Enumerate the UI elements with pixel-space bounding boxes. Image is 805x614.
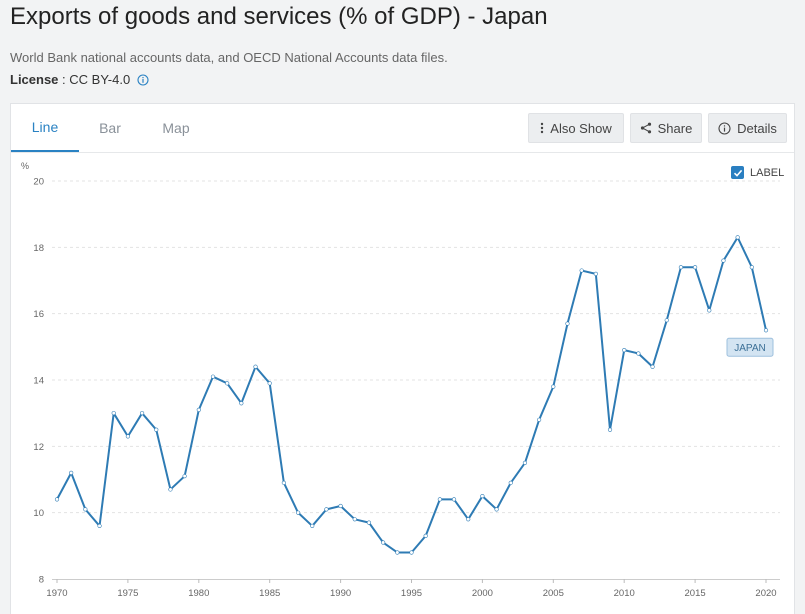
y-tick-label: 8 bbox=[39, 575, 44, 586]
y-tick-label: 20 bbox=[33, 177, 44, 188]
data-point bbox=[253, 364, 258, 369]
x-tick-label: 1990 bbox=[330, 588, 351, 599]
data-point bbox=[83, 507, 88, 512]
series-label: JAPAN bbox=[734, 343, 766, 354]
share-icon bbox=[640, 122, 651, 134]
data-point bbox=[551, 384, 556, 389]
y-tick-label: 12 bbox=[33, 442, 44, 453]
x-tick-label: 2015 bbox=[685, 588, 706, 599]
data-point bbox=[139, 411, 145, 416]
data-point bbox=[664, 318, 669, 323]
data-point bbox=[622, 348, 627, 353]
data-point bbox=[168, 487, 173, 492]
data-point bbox=[366, 520, 372, 525]
x-tick-label: 2005 bbox=[543, 588, 564, 599]
data-point bbox=[352, 517, 357, 522]
data-point bbox=[423, 533, 428, 538]
license-label: License bbox=[10, 72, 59, 87]
x-tick-label: 1980 bbox=[188, 588, 209, 599]
data-point bbox=[69, 470, 74, 475]
y-tick-label: 18 bbox=[33, 243, 44, 254]
label-toggle[interactable]: LABEL bbox=[731, 166, 784, 179]
data-point bbox=[210, 374, 216, 379]
label-toggle-text: LABEL bbox=[750, 166, 785, 179]
data-point bbox=[607, 427, 613, 432]
y-tick-label: 10 bbox=[33, 508, 44, 519]
series-label-box bbox=[726, 337, 774, 357]
data-point bbox=[466, 517, 471, 522]
data-point bbox=[707, 308, 712, 313]
data-point bbox=[636, 351, 641, 356]
chart-card: Line Bar Map Also Show Share Details bbox=[10, 103, 795, 614]
x-tick-label: 1995 bbox=[401, 588, 422, 599]
y-tick-label: 16 bbox=[33, 309, 44, 320]
data-point bbox=[494, 507, 499, 512]
data-point bbox=[565, 321, 570, 326]
data-point bbox=[97, 523, 102, 529]
x-tick-label: 1975 bbox=[117, 588, 138, 599]
data-point bbox=[522, 460, 528, 466]
data-point bbox=[763, 328, 769, 333]
x-tick-label: 2010 bbox=[614, 588, 635, 599]
source-note: World Bank national accounts data, and O… bbox=[10, 50, 448, 65]
info-icon[interactable] bbox=[137, 73, 149, 86]
data-point bbox=[239, 401, 244, 406]
data-point bbox=[480, 493, 485, 499]
data-point bbox=[338, 503, 343, 509]
y-tick-label: 14 bbox=[33, 376, 44, 387]
data-point bbox=[437, 497, 442, 502]
share-label: Share bbox=[657, 120, 693, 136]
data-point bbox=[295, 510, 301, 515]
data-point bbox=[54, 497, 60, 502]
data-point bbox=[537, 417, 542, 422]
more-vertical-icon bbox=[541, 122, 544, 134]
data-point bbox=[395, 550, 400, 555]
data-point bbox=[111, 411, 116, 416]
license-separator: : bbox=[58, 72, 70, 87]
license-value: CC BY-4.0 bbox=[69, 72, 131, 87]
data-point bbox=[267, 381, 272, 386]
x-tick-label: 1985 bbox=[259, 588, 280, 599]
data-point bbox=[196, 407, 201, 412]
info-circle-icon bbox=[718, 121, 731, 135]
label-checkbox[interactable] bbox=[731, 166, 744, 179]
data-point bbox=[125, 434, 130, 439]
data-point bbox=[451, 497, 457, 502]
data-point bbox=[310, 523, 315, 529]
data-point bbox=[692, 265, 698, 270]
also-show-button[interactable]: Also Show bbox=[528, 113, 624, 143]
data-point bbox=[749, 265, 754, 270]
x-tick-label: 2000 bbox=[472, 588, 493, 599]
check-icon bbox=[733, 169, 742, 177]
x-tick-label: 2020 bbox=[755, 588, 776, 599]
tab-line[interactable]: Line bbox=[11, 104, 79, 152]
page-title: Exports of goods and services (% of GDP)… bbox=[10, 3, 548, 30]
series-line bbox=[56, 236, 767, 554]
data-point bbox=[735, 235, 740, 240]
tab-map[interactable]: Map bbox=[162, 119, 190, 136]
data-point bbox=[182, 474, 187, 479]
data-point bbox=[721, 258, 726, 263]
data-point bbox=[650, 364, 655, 369]
data-point bbox=[508, 480, 513, 485]
also-show-label: Also Show bbox=[550, 120, 612, 136]
data-point bbox=[678, 265, 684, 270]
x-tick-label: 1970 bbox=[46, 588, 67, 599]
details-button[interactable]: Details bbox=[708, 113, 787, 143]
tab-bar: Line Bar Map Also Show Share Details bbox=[11, 104, 794, 153]
data-point bbox=[381, 540, 386, 545]
license-line: License : CC BY-4.0 bbox=[10, 72, 149, 87]
data-point bbox=[154, 427, 159, 432]
data-point bbox=[593, 271, 598, 276]
data-point bbox=[324, 507, 329, 512]
data-point bbox=[281, 480, 286, 485]
data-point bbox=[225, 381, 230, 386]
details-label: Details bbox=[737, 120, 777, 136]
share-button[interactable]: Share bbox=[630, 113, 702, 143]
tab-bar-chart[interactable]: Bar bbox=[99, 119, 121, 136]
data-point bbox=[409, 550, 414, 555]
y-axis-unit: % bbox=[21, 161, 29, 171]
data-point bbox=[579, 268, 584, 273]
